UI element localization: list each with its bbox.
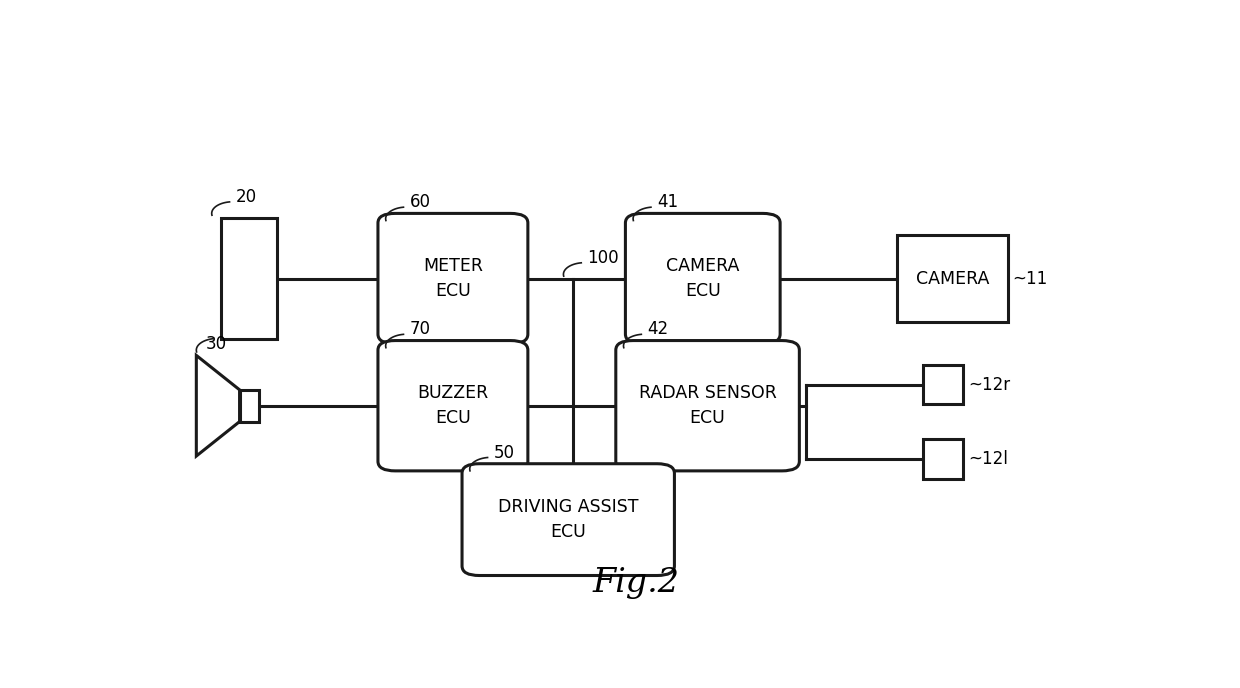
Text: 20: 20 — [236, 188, 257, 206]
Text: 100: 100 — [588, 249, 619, 267]
Text: ~12r: ~12r — [968, 376, 1011, 394]
FancyBboxPatch shape — [378, 213, 528, 344]
FancyBboxPatch shape — [463, 464, 675, 575]
FancyBboxPatch shape — [378, 341, 528, 471]
Text: BUZZER
ECU: BUZZER ECU — [418, 384, 489, 427]
Text: CAMERA: CAMERA — [916, 270, 990, 288]
Bar — [239, 390, 259, 422]
Text: CAMERA
ECU: CAMERA ECU — [666, 257, 739, 300]
Text: 50: 50 — [494, 444, 515, 462]
Text: 42: 42 — [647, 321, 668, 338]
Text: 70: 70 — [409, 321, 430, 338]
FancyBboxPatch shape — [616, 341, 800, 471]
Text: METER
ECU: METER ECU — [423, 257, 482, 300]
Text: 30: 30 — [206, 335, 227, 353]
Bar — [923, 365, 963, 405]
Bar — [898, 235, 1008, 322]
Bar — [221, 217, 277, 339]
Text: RADAR SENSOR
ECU: RADAR SENSOR ECU — [639, 384, 776, 427]
Text: 60: 60 — [409, 193, 430, 211]
Text: ~11: ~11 — [1013, 270, 1048, 288]
FancyBboxPatch shape — [625, 213, 780, 344]
Text: ~12l: ~12l — [968, 450, 1008, 468]
Text: DRIVING ASSIST
ECU: DRIVING ASSIST ECU — [498, 498, 639, 541]
Bar — [923, 439, 963, 479]
Text: Fig.2: Fig.2 — [591, 567, 680, 599]
Text: 41: 41 — [657, 193, 678, 211]
